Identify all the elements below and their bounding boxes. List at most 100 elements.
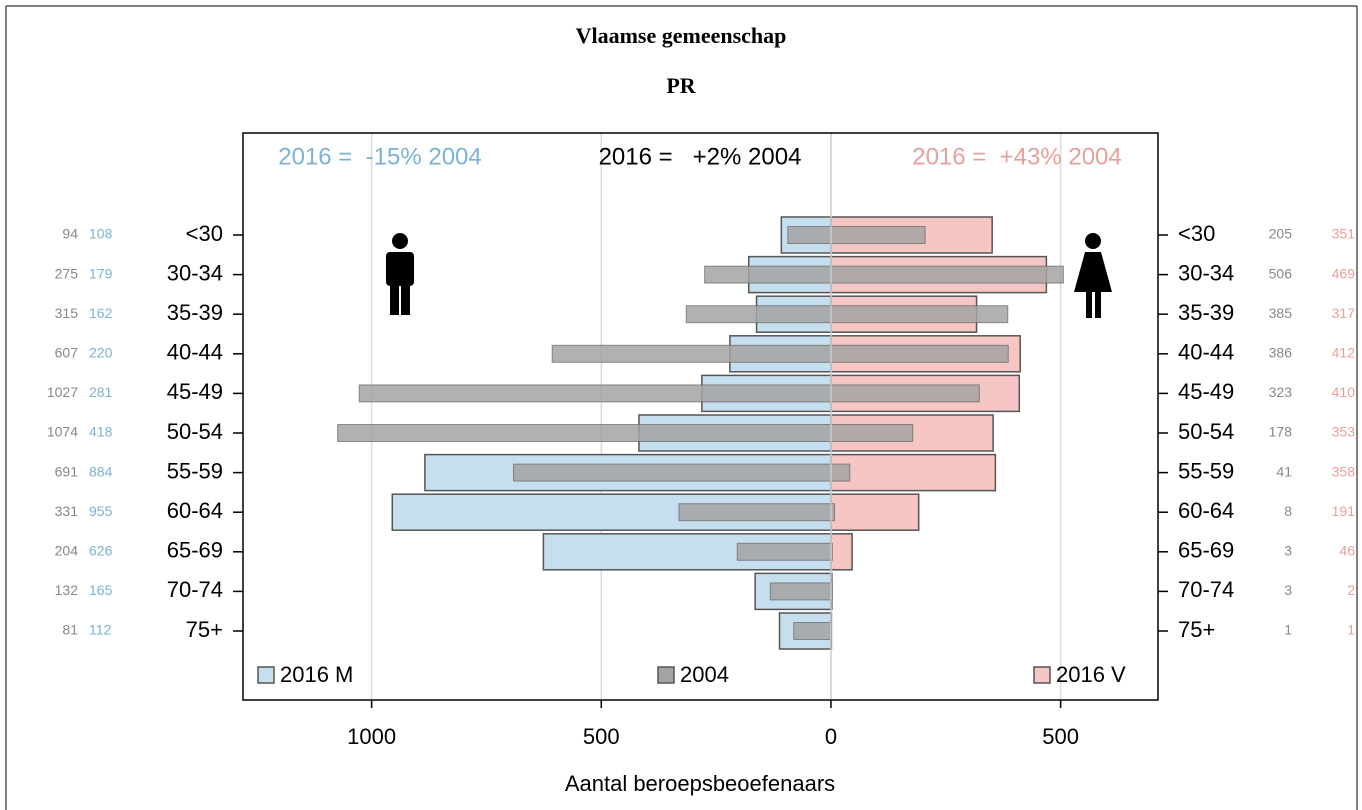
value-label: 469 [1332,265,1356,281]
y-tick-label: 50-54 [1178,419,1234,444]
bar [830,305,1009,324]
y-tick-label: 60-64 [167,498,223,523]
value-label: 955 [89,503,113,519]
x-tick-label: 1000 [347,724,396,749]
bar [704,265,832,284]
x-tick-label: 0 [825,724,837,749]
value-label: 275 [55,265,79,281]
y-tick-label: 70-74 [167,577,223,602]
y-tick-label: 55-59 [1178,458,1234,483]
chart-subtitle: PR [666,73,696,98]
bar [678,503,832,522]
value-label: 165 [89,582,113,598]
bar [830,424,914,442]
bar [787,226,832,244]
y-tick-label: 60-64 [1178,498,1234,523]
value-label: 418 [89,424,113,440]
legend-label: 2016 V [1056,662,1126,687]
x-tick-label: 500 [1042,724,1079,749]
y-tick-label: 65-69 [1178,538,1234,563]
value-label: 385 [1269,305,1293,321]
y-tick-label: 50-54 [167,419,223,444]
annotation: 2016 = -15% 2004 [278,143,482,170]
value-label: 8 [1284,503,1292,519]
value-label: 178 [1269,424,1293,440]
value-label: 205 [1269,226,1293,242]
bar [830,533,853,571]
y-tick-label: 55-59 [167,458,223,483]
annotation: 2016 = +43% 2004 [912,143,1122,170]
value-label: 179 [89,265,113,281]
value-label: 351 [1332,226,1356,242]
y-tick-label: 45-49 [167,379,223,404]
y-tick-label: 40-44 [167,340,223,365]
bar [685,305,832,324]
value-label: 412 [1332,345,1356,361]
value-label: 108 [89,226,113,242]
value-label: 691 [55,463,79,479]
value-label: 884 [89,463,113,479]
y-tick-label: 75+ [1178,617,1215,642]
bar [337,424,832,442]
value-label: 81 [62,622,78,638]
value-label: 112 [89,622,112,638]
value-label: 281 [89,384,113,400]
y-tick-label: 70-74 [1178,577,1234,602]
y-tick-label: 40-44 [1178,340,1234,365]
value-label: 46 [1339,543,1355,559]
value-label: 2 [1347,582,1355,598]
value-label: 331 [55,503,79,519]
bar [830,463,851,482]
legend-swatch [257,666,275,684]
y-tick-label: <30 [1178,221,1215,246]
value-label: 1 [1347,622,1355,638]
value-label: 132 [55,582,79,598]
male-icon [386,233,414,315]
value-label: 1027 [47,384,78,400]
value-label: 3 [1284,543,1292,559]
value-label: 191 [1332,503,1356,519]
y-tick-label: 30-34 [1178,260,1234,285]
bar [793,622,832,640]
bar [830,344,1009,363]
value-label: 3 [1284,582,1292,598]
y-tick-label: 75+ [186,617,223,642]
bar [830,493,920,531]
plot-frame [242,132,1159,701]
bar [830,384,980,403]
female-icon [1074,233,1112,318]
bar [830,226,926,244]
value-label: 1074 [47,424,78,440]
legend-swatch [1033,666,1051,684]
y-tick-label: 35-39 [1178,300,1234,325]
chart-title: Vlaamse gemeenschap [576,23,787,48]
value-label: 353 [1332,424,1356,440]
bar [830,453,997,492]
value-label: 323 [1269,384,1293,400]
bar [769,582,832,601]
bar [551,344,832,363]
value-label: 358 [1332,463,1356,479]
annotation: 2016 = +2% 2004 [599,143,802,170]
value-label: 607 [55,345,79,361]
value-label: 506 [1269,265,1293,281]
value-label: 204 [55,543,79,559]
value-label: 220 [89,345,113,361]
bar [358,384,832,403]
value-label: 41 [1276,463,1292,479]
legend-label: 2016 M [280,662,353,687]
x-tick-label: 500 [583,724,620,749]
value-label: 315 [55,305,79,321]
plot: 1000 500 0 50010817916222028141888495562616… [47,132,1356,749]
legend-swatch [657,666,675,684]
value-label: 410 [1332,384,1356,400]
value-label: 1 [1284,622,1292,638]
x-axis-label: Aantal beroepsbeoefenaars [565,771,835,796]
bar [736,542,832,561]
bar [513,463,832,482]
value-label: 626 [89,543,113,559]
y-tick-label: 30-34 [167,260,223,285]
value-label: 386 [1269,345,1293,361]
value-label: 317 [1332,305,1356,321]
